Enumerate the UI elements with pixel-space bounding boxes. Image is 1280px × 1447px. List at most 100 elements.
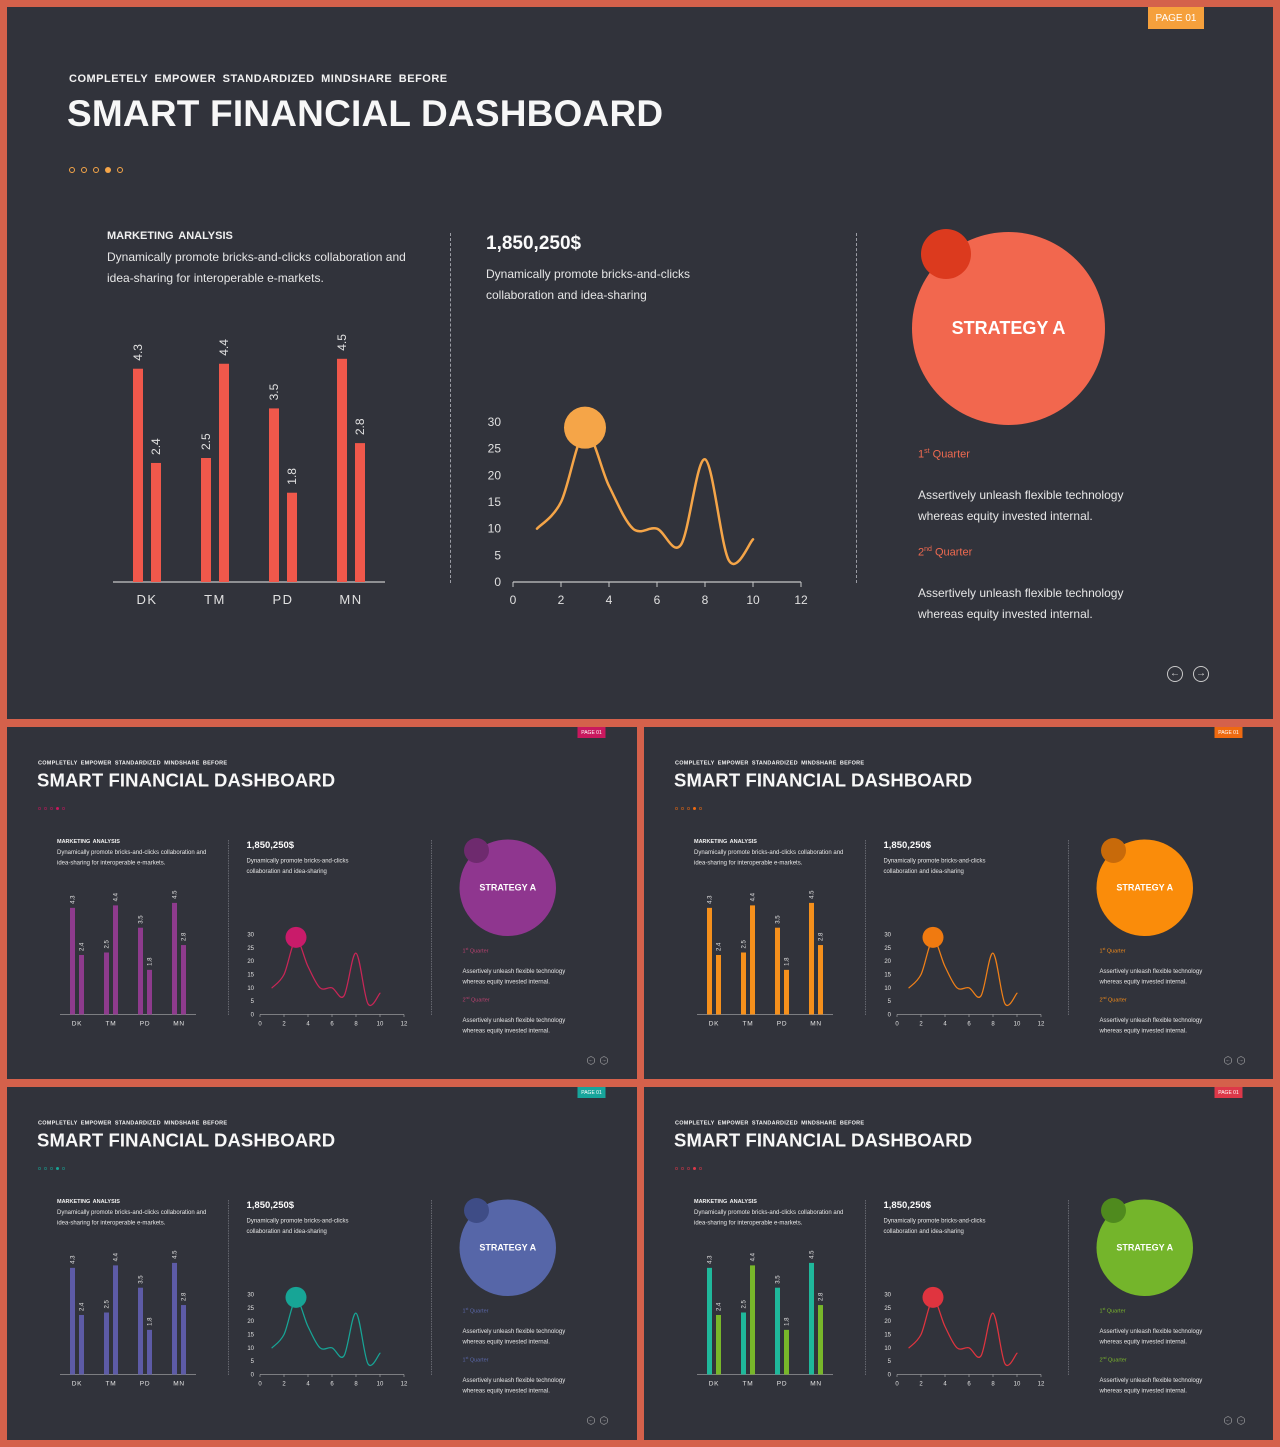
- x-tick-label: 10: [377, 1382, 384, 1388]
- prev-arrow-icon[interactable]: ←: [1224, 1056, 1232, 1065]
- bar-category-label: DK: [72, 1381, 83, 1388]
- bar-data-label: 1.8: [785, 957, 791, 966]
- dot-icon: [81, 167, 87, 173]
- bar-data-label: 4.3: [71, 1255, 77, 1264]
- bar-category-label: MN: [173, 1021, 185, 1028]
- marketing-analysis-label: MARKETING ANALYSIS: [107, 230, 233, 242]
- quarter-2-desc: Assertively unleash flexible technology …: [462, 1016, 566, 1035]
- bar: [707, 907, 712, 1015]
- dot-icon: [44, 1167, 47, 1170]
- bar: [113, 905, 118, 1015]
- bar: [138, 927, 143, 1015]
- thumbnail-slide-2[interactable]: PAGE 01 COMPLETELY EMPOWER STANDARDIZED …: [644, 727, 1273, 1079]
- bar-category-label: DK: [709, 1021, 720, 1028]
- marketing-analysis-desc: Dynamically promote bricks-and-clicks co…: [694, 1208, 844, 1227]
- dot-icon: [69, 167, 75, 173]
- prev-arrow-icon[interactable]: ←: [1224, 1416, 1232, 1425]
- strategy-accent-circle: [464, 1198, 489, 1223]
- line-highlight-point: [564, 406, 606, 449]
- amount-desc: Dynamically promote bricks-and-clicks co…: [246, 857, 349, 875]
- y-tick-label: 15: [884, 1333, 891, 1339]
- x-tick-label: 2: [919, 1022, 923, 1028]
- bar: [219, 363, 229, 582]
- bar-data-label: 4.4: [114, 892, 120, 901]
- dot-icon: [62, 807, 65, 810]
- quarter-2-desc: Assertively unleash flexible technology …: [462, 1376, 566, 1395]
- bar: [181, 945, 186, 1015]
- prev-arrow-icon[interactable]: ←: [587, 1416, 595, 1425]
- y-tick-label: 30: [247, 933, 254, 939]
- y-tick-label: 25: [884, 946, 891, 952]
- next-arrow-icon[interactable]: →: [1237, 1056, 1245, 1065]
- bar-data-label: 3.5: [139, 1275, 145, 1284]
- bar-category-label: PD: [777, 1381, 788, 1388]
- slide-title: SMART FINANCIAL DASHBOARD: [37, 770, 336, 791]
- bar-data-label: 4.5: [810, 890, 816, 899]
- next-arrow-icon[interactable]: →: [1193, 666, 1209, 682]
- quarter-2-label: 2nd Quarter: [918, 546, 973, 559]
- amount-value: 1,850,250$: [246, 840, 295, 851]
- page-badge: PAGE 01: [1214, 727, 1243, 738]
- thumbnail-slide-3[interactable]: PAGE 01 COMPLETELY EMPOWER STANDARDIZED …: [7, 1087, 637, 1440]
- y-tick-label: 5: [888, 1359, 892, 1365]
- y-tick-label: 10: [488, 522, 502, 536]
- marketing-analysis-label: MARKETING ANALYSIS: [694, 1198, 757, 1205]
- dot-icon: [687, 807, 690, 810]
- bar-data-label: 2.5: [742, 1299, 748, 1308]
- marketing-analysis-desc: Dynamically promote bricks-and-clicks co…: [57, 848, 207, 867]
- prev-arrow-icon[interactable]: ←: [587, 1056, 595, 1065]
- x-tick-label: 10: [377, 1022, 384, 1028]
- bar-data-label: 2.4: [149, 438, 163, 455]
- slide-subtitle: COMPLETELY EMPOWER STANDARDIZED MINDSHAR…: [675, 1120, 865, 1126]
- x-tick-label: 10: [1014, 1022, 1021, 1028]
- y-tick-label: 5: [251, 1359, 255, 1365]
- y-tick-label: 0: [494, 575, 501, 589]
- bar: [784, 1329, 789, 1375]
- dot-icon: [56, 1167, 59, 1170]
- bar-data-label: 3.5: [267, 383, 281, 400]
- slide-title: SMART FINANCIAL DASHBOARD: [67, 93, 664, 134]
- y-tick-label: 0: [251, 1013, 255, 1019]
- marketing-analysis-label: MARKETING ANALYSIS: [57, 1198, 120, 1205]
- bar-data-label: 2.8: [819, 932, 825, 941]
- x-tick-label: 2: [282, 1382, 286, 1388]
- bar-category-label: DK: [136, 592, 157, 607]
- quarter-2-label: 1st Quarter: [462, 1356, 489, 1363]
- amount-value: 1,850,250$: [883, 1200, 932, 1211]
- quarter-2-desc: Assertively unleash flexible technology …: [1099, 1376, 1203, 1395]
- divider-left: [865, 1200, 866, 1375]
- bar-category-label: MN: [339, 592, 362, 607]
- next-arrow-icon[interactable]: →: [600, 1416, 608, 1425]
- divider-right: [431, 1200, 432, 1375]
- dot-icon: [699, 1167, 702, 1170]
- line-highlight-point: [922, 1286, 944, 1308]
- divider-left: [865, 840, 866, 1015]
- next-arrow-icon[interactable]: →: [600, 1056, 608, 1065]
- slide-title: SMART FINANCIAL DASHBOARD: [37, 1130, 336, 1151]
- bar: [147, 969, 152, 1015]
- thumbnail-slide-4[interactable]: PAGE 01 COMPLETELY EMPOWER STANDARDIZED …: [644, 1087, 1273, 1440]
- bar: [716, 1314, 721, 1375]
- next-arrow-icon[interactable]: →: [1237, 1416, 1245, 1425]
- line-highlight-point: [922, 926, 944, 948]
- slide-subtitle: COMPLETELY EMPOWER STANDARDIZED MINDSHAR…: [69, 73, 448, 85]
- bar: [741, 1312, 746, 1375]
- bar-data-label: 2.4: [717, 942, 723, 951]
- bar-data-label: 1.8: [148, 1317, 154, 1326]
- bar-category-label: PD: [777, 1021, 788, 1028]
- bar-data-label: 1.8: [285, 468, 299, 485]
- x-tick-label: 8: [354, 1382, 358, 1388]
- prev-arrow-icon[interactable]: ←: [1167, 666, 1183, 682]
- line-series: [908, 939, 1018, 1006]
- line-highlight-point: [285, 926, 307, 948]
- y-tick-label: 0: [251, 1373, 255, 1379]
- y-tick-label: 20: [247, 1319, 254, 1325]
- quarter-1-label: 1st Quarter: [1099, 1307, 1126, 1314]
- thumbnail-slide-1[interactable]: PAGE 01 COMPLETELY EMPOWER STANDARDIZED …: [7, 727, 637, 1079]
- amount-desc: Dynamically promote bricks-and-clicks co…: [883, 857, 986, 875]
- dot-icon: [56, 807, 59, 810]
- bar-category-label: MN: [810, 1381, 822, 1388]
- dot-icon: [681, 807, 684, 810]
- y-tick-label: 5: [494, 548, 501, 562]
- line-series: [908, 1299, 1018, 1366]
